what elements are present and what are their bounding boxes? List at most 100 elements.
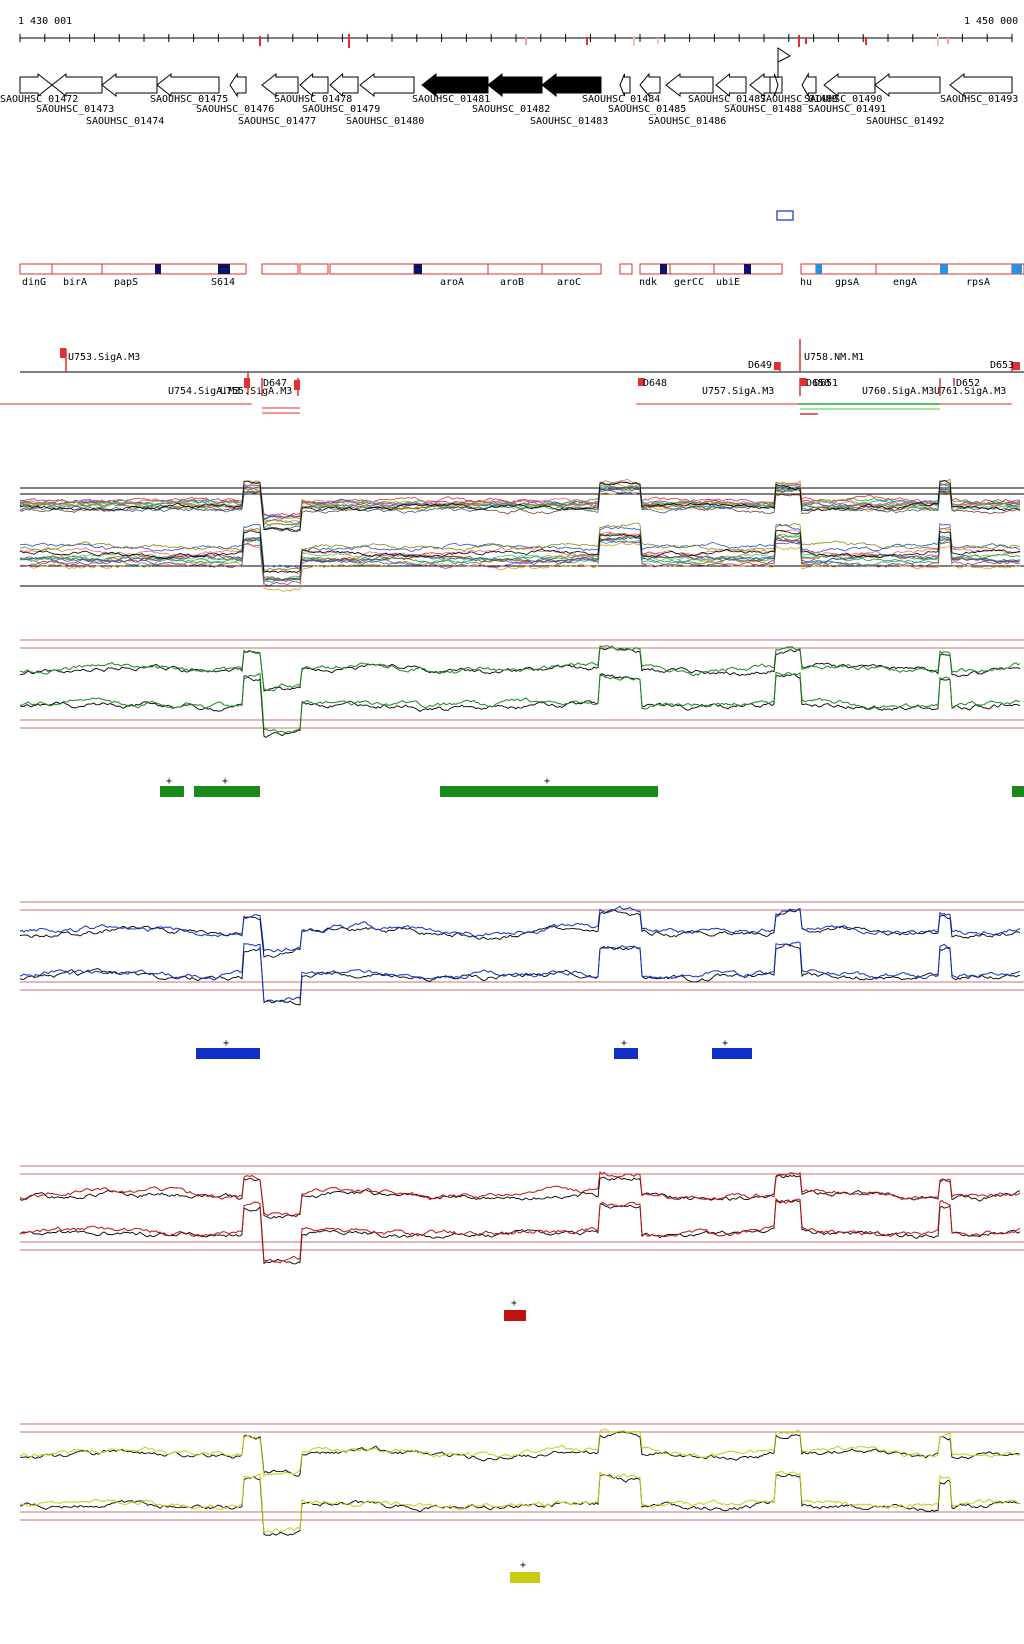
operon-label-gerCC: gerCC — [674, 277, 704, 288]
gene-arrow — [665, 72, 714, 98]
gene-label-01487: SAOUHSC_01487 — [688, 94, 766, 105]
expression-trace — [19, 539, 1021, 586]
operon-label-aroA: aroA — [440, 277, 464, 288]
transcript-label-D652: D652 — [956, 378, 980, 389]
gene-label-01475: SAOUHSC_01475 — [150, 94, 228, 105]
transcript-track: U753.SigA.M3 U754.SigA.M3 U755.SigA.M3 D… — [0, 339, 1024, 415]
operon-track: dinG birA papS S614 aroA aroB aroC ndk g… — [19, 263, 1024, 288]
segment-mark: + — [223, 1038, 229, 1049]
expression-profile-red — [19, 1165, 1024, 1265]
gene-label-01477: SAOUHSC_01477 — [238, 116, 316, 127]
transcript-label-U754: U754.SigA.M3 — [168, 386, 240, 397]
expression-trace — [19, 482, 1021, 525]
reference-trace — [19, 1174, 1021, 1219]
operon-subunit — [1012, 264, 1022, 274]
expression-trace — [19, 534, 1021, 581]
transcript-label-D651: D651 — [814, 378, 838, 389]
operon-label-gpsA: gpsA — [835, 277, 859, 288]
reference-trace — [19, 673, 1021, 739]
expression-trace — [19, 535, 1021, 582]
gene-label-01484: SAOUHSC_01484 — [582, 94, 660, 105]
gene-track: SAOUHSC_01472 SAOUHSC_01473 SAOUHSC_0147… — [0, 47, 1018, 127]
condition-trace — [19, 1470, 1021, 1533]
gene-arrows — [19, 72, 1013, 98]
gene-arrow — [541, 72, 602, 98]
expression-trace — [19, 484, 1021, 530]
expression-trace — [19, 479, 1021, 532]
condition-trace — [19, 645, 1021, 692]
transcript-box — [294, 380, 300, 390]
position-ruler: 1 430 001 1 450 000 — [18, 16, 1018, 48]
reference-trace — [19, 645, 1021, 692]
gene-arrow — [229, 72, 247, 98]
segment-bar — [712, 1048, 752, 1059]
operon-label-hu: hu — [800, 277, 812, 288]
operon-box — [51, 263, 103, 275]
operon-box — [329, 263, 415, 275]
operon-subunit — [414, 264, 422, 274]
operon-subunit — [660, 264, 667, 274]
operon-label-ubiE: ubiE — [716, 277, 740, 288]
ruler-end-label: 1 450 000 — [964, 16, 1018, 27]
condition-trace — [19, 905, 1021, 953]
transcript-label-U753: U753.SigA.M3 — [68, 352, 140, 363]
expression-profile-green — [19, 639, 1024, 739]
operon-box — [669, 263, 715, 275]
operon-subunit — [155, 264, 161, 274]
gene-arrow — [359, 72, 415, 98]
operon-box — [261, 263, 299, 275]
gene-arrow — [299, 72, 329, 98]
transcript-label-U755: U755.SigA.M3 — [220, 386, 292, 397]
gene-label-01491: SAOUHSC_01491 — [808, 104, 886, 115]
gene-label-01474: SAOUHSC_01474 — [86, 116, 164, 127]
transcript-marks — [0, 339, 1020, 415]
gene-label-01479: SAOUHSC_01479 — [302, 104, 380, 115]
gene-label-01482: SAOUHSC_01482 — [472, 104, 550, 115]
operon-box — [299, 263, 329, 275]
operon-box — [875, 263, 945, 275]
operon-subunit — [218, 264, 230, 274]
expression-trace — [19, 530, 1021, 574]
gene-arrow — [487, 72, 543, 98]
gene-label-01478: SAOUHSC_01478 — [274, 94, 352, 105]
expression-trace — [19, 486, 1021, 517]
segment-mark: + — [511, 1298, 517, 1309]
expression-trace — [19, 522, 1021, 571]
gene-label-01483: SAOUHSC_01483 — [530, 116, 608, 127]
gene-label-01493: SAOUHSC_01493 — [940, 94, 1018, 105]
operon-subunit — [744, 264, 751, 274]
ruler-feature-marks — [259, 34, 949, 48]
segment-mark: + — [222, 776, 228, 787]
segment-bar — [196, 1048, 260, 1059]
gene-arrow — [769, 73, 779, 97]
gene-label-01480: SAOUHSC_01480 — [346, 116, 424, 127]
operon-label-aroB: aroB — [500, 277, 524, 288]
transcript-box — [638, 378, 644, 386]
transcript-box — [60, 348, 66, 358]
expression-trace — [19, 481, 1021, 519]
transcript-label-D650: D650 — [806, 378, 830, 389]
operon-label-ndk: ndk — [639, 277, 657, 288]
gene-arrow — [51, 72, 103, 98]
operon-box — [800, 263, 817, 275]
gene-label-01488: SAOUHSC_01488 — [724, 104, 802, 115]
segment-bar — [440, 786, 658, 797]
selection-marker-box[interactable] — [776, 210, 794, 221]
operon-box — [413, 263, 489, 275]
operon-label-rpsA: rpsA — [966, 277, 990, 288]
gene-arrow — [949, 72, 1013, 98]
gene-labels: SAOUHSC_01472 SAOUHSC_01473 SAOUHSC_0147… — [0, 94, 1018, 127]
expression-trace — [19, 479, 1021, 525]
operon-label-engA: engA — [893, 277, 917, 288]
expression-profile-blue — [19, 901, 1024, 1006]
operon-box — [541, 263, 602, 275]
segment-bar — [194, 786, 260, 797]
segment-mark: + — [544, 776, 550, 787]
gene-label-01486: SAOUHSC_01486 — [648, 116, 726, 127]
gene-label-01473: SAOUHSC_01473 — [36, 104, 114, 115]
gene-arrow — [421, 72, 489, 98]
gene-label-01481: SAOUHSC_01481 — [412, 94, 490, 105]
transcript-box — [1012, 362, 1020, 370]
detected-segments: + + + + + + + + — [160, 776, 1024, 1583]
